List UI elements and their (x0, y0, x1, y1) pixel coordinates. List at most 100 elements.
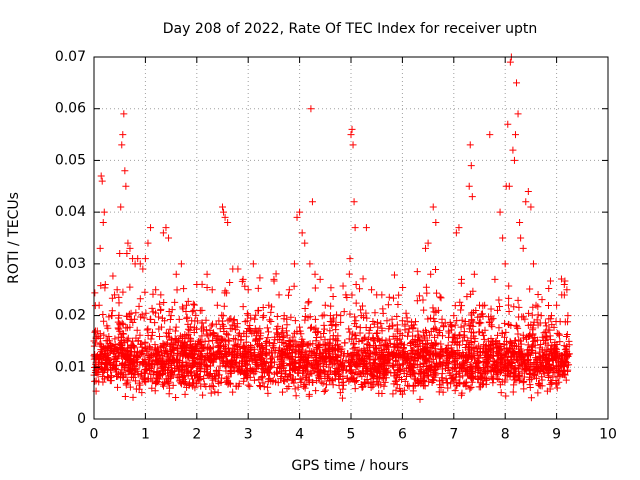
data-point (174, 338, 182, 346)
data-point (473, 344, 481, 352)
data-point (516, 375, 524, 383)
data-point (221, 287, 229, 295)
data-point (276, 344, 284, 352)
data-point (101, 281, 109, 289)
data-point (320, 330, 328, 338)
data-point (460, 322, 468, 330)
data-point (220, 208, 228, 216)
data-point (357, 312, 365, 320)
data-point (221, 213, 229, 221)
data-point (280, 377, 288, 385)
data-point (307, 323, 315, 331)
data-point (123, 324, 131, 332)
y-tick-label: 0 (77, 411, 86, 427)
data-point (377, 320, 385, 328)
data-point (264, 328, 272, 336)
data-point (206, 351, 214, 359)
data-point (309, 340, 317, 348)
data-point (285, 291, 293, 299)
data-point (437, 350, 445, 358)
data-point (378, 324, 386, 332)
data-point (302, 366, 310, 374)
data-point (530, 337, 538, 345)
x-tick-label: 6 (398, 427, 407, 443)
data-point (409, 325, 417, 333)
data-point (351, 313, 359, 321)
data-point (296, 323, 304, 331)
data-point (261, 339, 269, 347)
data-point (442, 345, 450, 353)
data-point (234, 265, 242, 273)
data-point (157, 361, 165, 369)
data-point (220, 353, 228, 361)
data-point (254, 284, 262, 292)
data-point (202, 362, 210, 370)
data-point (466, 141, 474, 149)
data-point (318, 352, 326, 360)
data-point (275, 291, 283, 299)
data-point (127, 356, 135, 364)
data-point (340, 308, 348, 316)
data-point (378, 336, 386, 344)
data-point (158, 367, 166, 375)
data-point (272, 368, 280, 376)
data-point (449, 375, 457, 383)
data-point (438, 370, 446, 378)
data-point (415, 333, 423, 341)
data-point (490, 368, 498, 376)
data-point (224, 317, 232, 325)
data-point (299, 342, 307, 350)
data-point (252, 336, 260, 344)
data-point (117, 203, 125, 211)
data-point (452, 382, 460, 390)
data-point (227, 380, 235, 388)
data-point (97, 350, 105, 358)
data-point (463, 293, 471, 301)
data-point (165, 358, 173, 366)
data-point (388, 322, 396, 330)
data-point (159, 229, 167, 237)
data-point (211, 372, 219, 380)
data-point (441, 319, 449, 327)
data-point (219, 312, 227, 320)
data-point (112, 358, 120, 366)
data-point (129, 373, 137, 381)
data-point (251, 315, 259, 323)
data-point (372, 349, 380, 357)
data-point (274, 353, 282, 361)
data-point (170, 343, 178, 351)
data-point (243, 317, 251, 325)
data-point (122, 351, 130, 359)
data-point (123, 336, 131, 344)
data-point (515, 303, 523, 311)
data-point (513, 79, 521, 87)
data-point (522, 198, 530, 206)
data-point (297, 378, 305, 386)
data-point (394, 301, 402, 309)
data-point (305, 392, 313, 400)
data-point (395, 366, 403, 374)
data-point (376, 360, 384, 368)
data-point (458, 302, 466, 310)
data-point (193, 367, 201, 375)
data-point (156, 333, 164, 341)
data-point (467, 328, 475, 336)
data-point (379, 305, 387, 313)
data-point (513, 323, 521, 331)
data-point (405, 328, 413, 336)
data-point (419, 296, 427, 304)
data-point (240, 370, 248, 378)
data-point (111, 365, 119, 373)
data-point (505, 282, 513, 290)
data-point (397, 339, 405, 347)
data-point (468, 309, 476, 317)
data-point (227, 368, 235, 376)
data-point (144, 239, 152, 247)
data-point (501, 260, 509, 268)
data-point (235, 367, 243, 375)
data-point (305, 298, 313, 306)
data-point (289, 333, 297, 341)
data-point (409, 347, 417, 355)
data-point (118, 141, 126, 149)
data-point (351, 385, 359, 393)
